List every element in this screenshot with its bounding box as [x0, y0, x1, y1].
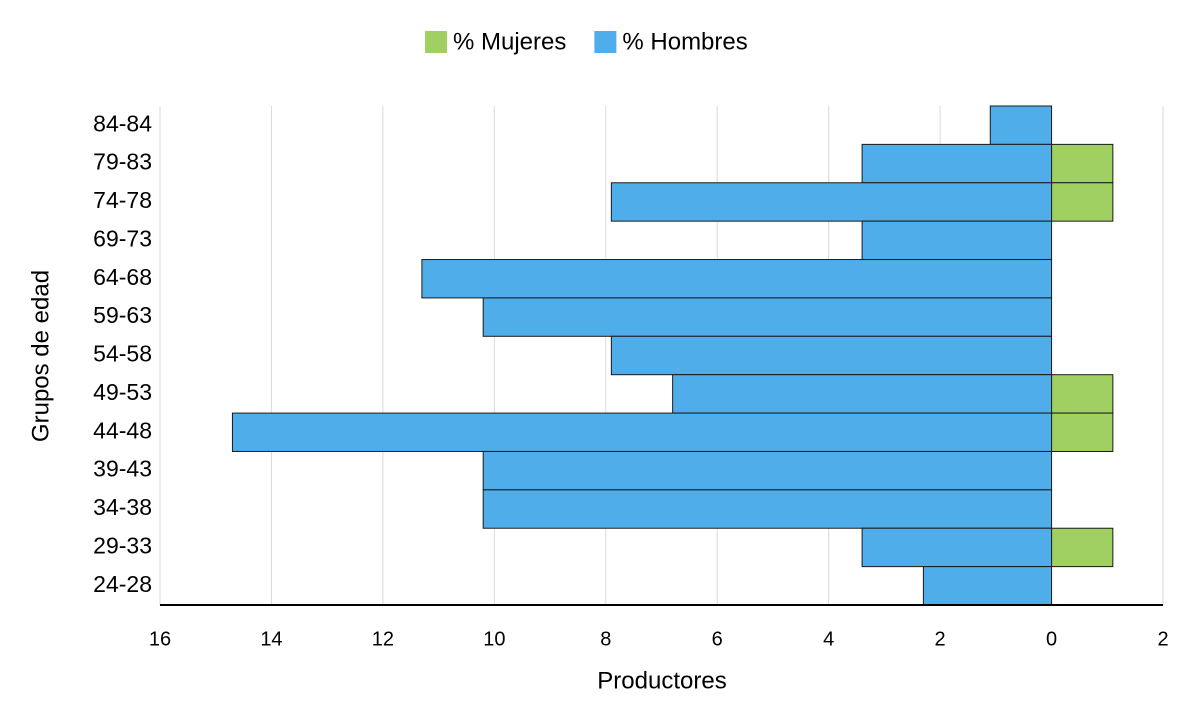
y-tick-label: 64-68	[93, 264, 152, 290]
x-tick-label: 4	[823, 628, 834, 650]
legend-label: % Mujeres	[453, 28, 566, 55]
bar	[672, 374, 1053, 414]
x-tick-label: 10	[483, 628, 505, 650]
x-axis-title: Productores	[597, 667, 726, 694]
bar	[610, 182, 1053, 222]
bar	[1051, 182, 1114, 222]
y-tick-label: 74-78	[93, 187, 152, 213]
x-tick-label: 8	[600, 628, 611, 650]
bar	[1051, 527, 1114, 568]
y-tick-label: 39-43	[93, 456, 152, 482]
bar	[482, 450, 1053, 491]
y-tick-label: 24-28	[93, 571, 152, 597]
x-tick-label: 6	[712, 628, 723, 650]
y-tick-label: 44-48	[93, 417, 152, 443]
bar	[1051, 374, 1114, 414]
y-tick-label: 69-73	[93, 225, 152, 251]
legend-label: % Hombres	[622, 28, 747, 55]
x-tick-label: 2	[1157, 628, 1168, 650]
bar	[482, 297, 1053, 337]
bar	[1051, 412, 1114, 452]
y-tick-label: 84-84	[93, 110, 152, 136]
legend-swatch	[425, 31, 447, 53]
bar	[861, 527, 1053, 568]
x-tick-label: 0	[1046, 628, 1057, 650]
x-tick-label: 14	[260, 628, 282, 650]
bar	[610, 335, 1053, 376]
x-tick-label: 12	[372, 628, 394, 650]
x-tick-label: 2	[935, 628, 946, 650]
bar	[1051, 143, 1114, 184]
y-axis-title: Grupos de edad	[27, 270, 54, 442]
bar	[421, 259, 1053, 299]
y-tick-label: 59-63	[93, 302, 152, 328]
bar	[922, 566, 1053, 606]
y-tick-label: 29-33	[93, 533, 152, 559]
x-tick-label: 16	[149, 628, 171, 650]
bar	[231, 412, 1053, 452]
bar	[861, 143, 1053, 184]
legend-swatch	[594, 31, 617, 53]
y-tick-label: 49-53	[93, 379, 152, 405]
bar	[482, 489, 1053, 529]
y-tick-label: 34-38	[93, 494, 152, 520]
bar	[861, 220, 1053, 261]
y-tick-label: 54-58	[93, 341, 152, 367]
y-tick-label: 79-83	[93, 149, 152, 175]
bar	[989, 105, 1053, 145]
